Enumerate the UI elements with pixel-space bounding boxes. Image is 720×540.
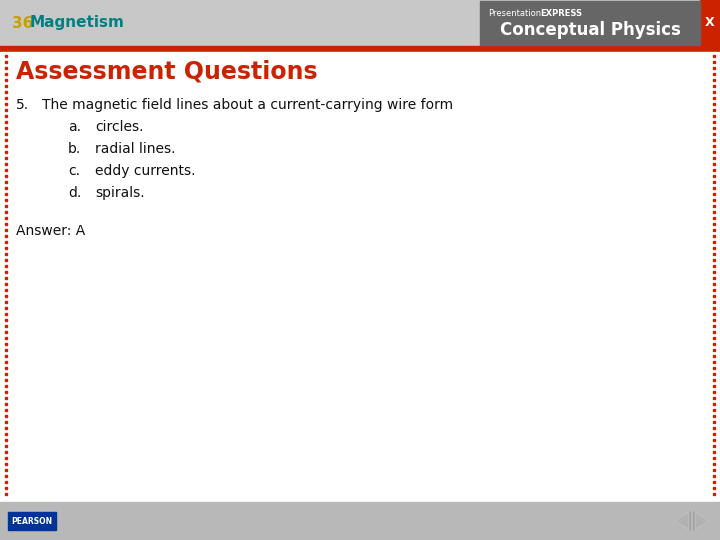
Bar [0,46,720,52]
Text: d.: d. [68,186,81,200]
Text: c.: c. [68,164,80,178]
Text: eddy currents.: eddy currents. [95,164,196,178]
Text: Presentation: Presentation [488,9,541,18]
Polygon shape [695,512,709,530]
Bar [480,1,700,45]
Text: 36: 36 [12,16,33,30]
Text: spirals.: spirals. [95,186,145,200]
Text: Magnetism: Magnetism [30,16,125,30]
Polygon shape [675,512,689,530]
Bar [700,0,720,46]
Polygon shape [694,512,708,530]
Bar [8,512,56,530]
Text: The magnetic field lines about a current-carrying wire form: The magnetic field lines about a current… [42,98,453,112]
Text: radial lines.: radial lines. [95,142,176,156]
Text: Assessment Questions: Assessment Questions [16,60,318,84]
Polygon shape [676,512,690,530]
Text: a.: a. [68,120,81,134]
Bar [0,502,720,540]
Text: Answer: A: Answer: A [16,224,85,238]
Text: EXPRESS: EXPRESS [540,9,582,18]
Text: b.: b. [68,142,81,156]
Bar [0,52,720,502]
Text: PEARSON: PEARSON [12,516,53,525]
Bar [0,0,720,46]
Text: 5.: 5. [16,98,29,112]
Text: Conceptual Physics: Conceptual Physics [500,21,680,39]
Text: circles.: circles. [95,120,143,134]
Text: X: X [705,17,715,30]
